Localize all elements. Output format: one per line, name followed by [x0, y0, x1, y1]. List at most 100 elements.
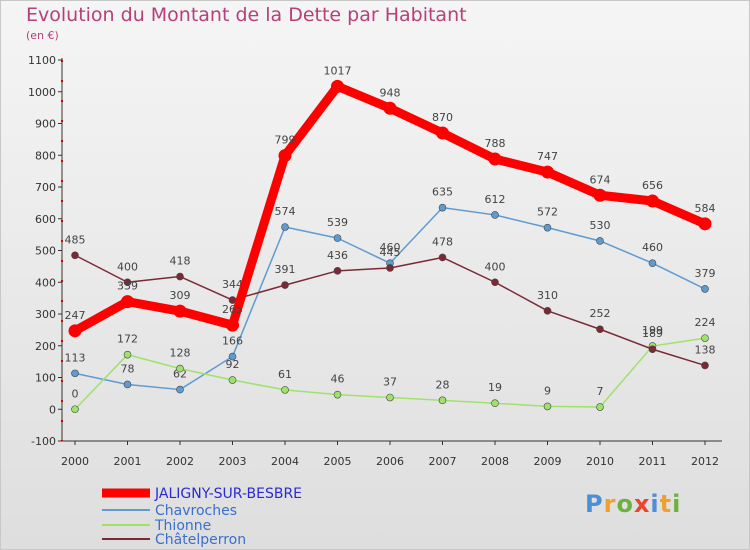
data-label: 339: [117, 280, 138, 293]
data-label: 9: [544, 384, 551, 397]
data-label: 247: [65, 309, 86, 322]
data-label: 478: [432, 235, 453, 248]
data-label: 37: [383, 376, 397, 389]
data-point: [438, 396, 447, 405]
y-tick-label: 800: [35, 149, 56, 162]
logo-letter: t: [659, 490, 673, 518]
chart-title: Evolution du Montant de la Dette par Hab…: [26, 4, 467, 26]
x-tick-label: 2006: [376, 455, 404, 468]
x-tick-label: 2005: [324, 455, 352, 468]
data-point: [123, 380, 132, 389]
y-tick-label: 100: [35, 372, 56, 385]
data-label: 799: [275, 134, 296, 147]
data-point: [333, 390, 342, 399]
data-label: 61: [278, 368, 292, 381]
data-point: [596, 325, 604, 334]
y-tick-label: 600: [35, 213, 56, 226]
data-point: [383, 101, 397, 115]
data-point: [228, 352, 237, 361]
data-label: 19: [488, 381, 502, 394]
data-point: [701, 361, 709, 370]
data-label: 224: [695, 316, 716, 329]
data-point: [281, 281, 289, 289]
data-point: [646, 194, 659, 208]
logo-letter: r: [603, 490, 617, 518]
data-point: [698, 217, 712, 231]
data-point: [541, 165, 554, 179]
data-label: 7: [597, 385, 604, 398]
legend-label: Châtelperron: [155, 532, 246, 548]
data-label: 948: [380, 86, 401, 99]
y-tick-label: 200: [35, 340, 56, 353]
data-point: [491, 211, 499, 219]
data-point: [123, 278, 132, 287]
data-label: 674: [590, 173, 611, 186]
data-point: [488, 152, 502, 166]
data-point: [71, 405, 79, 414]
data-label: 635: [432, 186, 453, 199]
logo-letter: i: [650, 490, 660, 518]
data-point: [593, 188, 607, 202]
data-point: [228, 376, 237, 384]
logo-letter: i: [672, 490, 682, 518]
data-point: [176, 272, 184, 281]
y-tick-label: 400: [35, 276, 56, 289]
y-tick-label: 1100: [28, 54, 56, 67]
x-tick-label: 2010: [586, 455, 614, 468]
data-label: 747: [537, 150, 558, 163]
data-label: 138: [695, 343, 716, 356]
data-label: 584: [695, 202, 716, 215]
x-tick-label: 2004: [271, 455, 299, 468]
data-label: 574: [275, 205, 296, 218]
data-label: 460: [380, 241, 401, 254]
data-label: 418: [170, 255, 191, 268]
data-point: [648, 259, 657, 268]
x-tick-label: 2011: [639, 455, 667, 468]
data-point: [281, 386, 289, 394]
data-point: [648, 345, 657, 354]
data-label: 78: [121, 362, 135, 375]
x-tick-label: 2008: [481, 455, 509, 468]
data-label: 344: [222, 278, 243, 291]
y-tick-label: 1000: [28, 86, 56, 99]
y-tick-label: 0: [49, 403, 56, 416]
data-label: 0: [72, 387, 79, 400]
legend-label: JALIGNY-SUR-BESBRE: [154, 486, 302, 502]
legend-label: Thionne: [154, 518, 211, 534]
data-label: 656: [642, 179, 663, 192]
y-tick-label: 700: [35, 181, 56, 194]
x-tick-label: 2001: [114, 455, 142, 468]
data-point: [123, 350, 132, 359]
data-point: [491, 399, 499, 408]
chart-unit: (en €): [26, 29, 59, 42]
data-label: 460: [642, 241, 663, 254]
data-label: 539: [327, 216, 348, 229]
data-point: [386, 264, 394, 272]
data-label: 788: [485, 137, 506, 150]
x-tick-label: 2002: [166, 455, 194, 468]
data-point: [596, 237, 604, 245]
data-point: [333, 267, 342, 275]
data-point: [543, 223, 552, 232]
logo-letter: x: [633, 490, 651, 518]
y-tick-label: -100: [31, 435, 56, 448]
data-label: 1017: [324, 64, 352, 77]
data-label: 28: [436, 378, 450, 391]
data-point: [438, 203, 447, 212]
data-label: 870: [432, 111, 453, 124]
data-label: 252: [590, 307, 611, 320]
data-point: [176, 385, 184, 394]
data-label: 612: [485, 193, 506, 206]
data-point: [333, 234, 342, 242]
data-point: [543, 402, 552, 411]
data-point: [71, 369, 79, 378]
data-point: [436, 126, 449, 140]
data-label: 189: [642, 327, 663, 340]
data-point: [596, 403, 604, 411]
data-label: 199: [642, 324, 663, 337]
data-label: 530: [590, 219, 611, 232]
logo-letter: P: [585, 490, 604, 518]
data-label: 572: [537, 206, 558, 219]
data-label: 310: [537, 289, 558, 302]
